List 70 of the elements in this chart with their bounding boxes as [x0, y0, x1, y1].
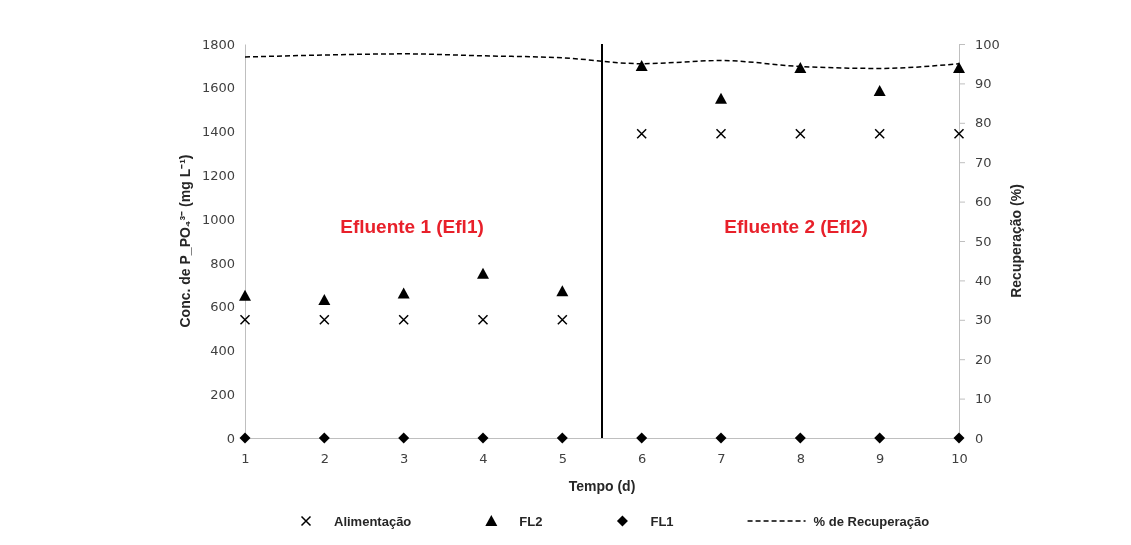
y-tick-label: 400	[210, 343, 235, 359]
y-tick-label: 1200	[201, 167, 235, 183]
x-tick-label: 9	[876, 451, 885, 467]
point	[715, 128, 727, 139]
legend-label: % de Recuperação	[813, 514, 930, 529]
x-tick-label: 4	[479, 451, 488, 467]
legend-label: FL2	[519, 514, 543, 529]
y2-tick-label: 50	[975, 233, 992, 249]
y2-tick-label: 70	[975, 154, 992, 170]
point	[794, 432, 806, 444]
point	[873, 85, 886, 97]
annotation: Efluente 1 (Efl1)	[340, 216, 484, 237]
point	[953, 128, 965, 139]
point	[398, 314, 409, 326]
y-tick-label: 0	[226, 430, 235, 446]
y-tick-label: 1600	[201, 80, 235, 96]
point	[477, 267, 489, 279]
x-tick-label: 5	[558, 451, 567, 467]
point	[318, 432, 330, 444]
point	[556, 285, 569, 297]
point	[715, 432, 727, 444]
point	[636, 128, 647, 139]
point	[477, 314, 489, 326]
y-tick-label: 1400	[201, 124, 235, 140]
x-tick-label: 8	[796, 451, 805, 467]
y-tick-label: 800	[210, 255, 235, 271]
point	[477, 432, 489, 444]
point	[953, 62, 965, 74]
point	[635, 59, 648, 71]
x-axis-title: Tempo (d)	[568, 478, 636, 494]
x-tick-label: 1	[241, 451, 250, 467]
y-tick-label: 1800	[201, 36, 235, 52]
y-tick-label: 600	[210, 299, 235, 315]
y2-tick-label: 90	[975, 76, 992, 92]
y2-tick-label: 10	[975, 391, 992, 407]
x-tick-label: 10	[951, 451, 968, 467]
point	[239, 432, 251, 444]
x-tick-label: 2	[320, 451, 329, 467]
x-tick-label: 3	[400, 451, 409, 467]
y2-tick-label: 60	[975, 194, 992, 210]
point	[557, 314, 568, 326]
point	[319, 314, 330, 326]
y-tick-label: 200	[210, 386, 235, 402]
point	[794, 62, 807, 74]
point	[398, 432, 410, 444]
y2-tick-label: 0	[975, 430, 984, 446]
point	[556, 432, 568, 444]
point	[874, 128, 885, 139]
x-tick-label: 6	[638, 451, 647, 467]
point	[636, 432, 648, 444]
y2-axis-title: Recuperação (%)	[1008, 184, 1024, 298]
y2-tick-label: 40	[975, 273, 992, 289]
point	[795, 128, 806, 139]
legend-label: Alimentação	[334, 514, 412, 529]
y-axis-title: Conc. de P_PO₄³⁻ (mg L⁻¹)	[177, 154, 193, 328]
x-tick-label: 7	[717, 451, 726, 467]
point	[397, 287, 410, 299]
legend-label: FL1	[650, 514, 674, 529]
y2-tick-label: 100	[975, 36, 1000, 52]
point	[874, 432, 886, 444]
y2-tick-label: 20	[975, 351, 992, 367]
point	[715, 92, 727, 104]
point	[318, 294, 331, 306]
y2-tick-label: 80	[975, 115, 992, 131]
y-tick-label: 1000	[201, 211, 235, 227]
point	[239, 289, 251, 301]
y2-tick-label: 30	[975, 312, 992, 328]
point	[953, 432, 965, 444]
point	[239, 314, 251, 326]
annotation: Efluente 2 (Efl2)	[724, 216, 868, 237]
